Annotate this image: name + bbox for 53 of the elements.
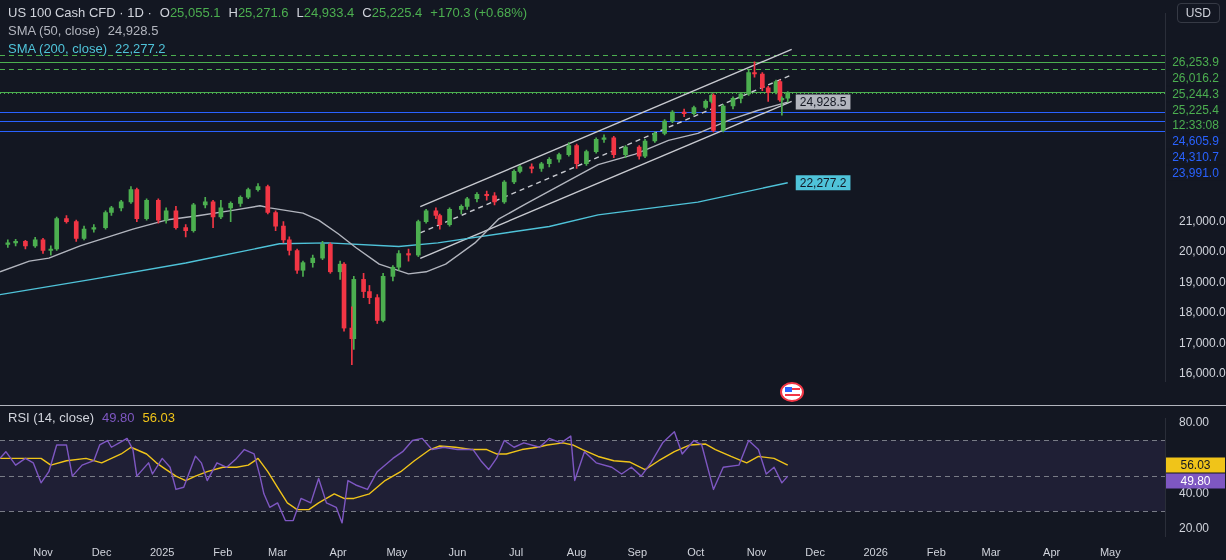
y-axis-title: USD <box>1176 3 1220 23</box>
x-tick-label: May <box>1099 545 1122 558</box>
x-tick-label: Feb <box>213 545 233 558</box>
ref-line-label: 26,016.2 <box>1172 70 1220 85</box>
data-label: 24,928.5 <box>799 94 847 109</box>
text: SMA (50, close) <box>8 23 100 38</box>
x-tick-label: May <box>386 545 408 558</box>
x-tick-label: Sep <box>627 545 648 558</box>
ref-line-label: 24,310.7 <box>1172 149 1220 164</box>
annotation: +170.3 (+0.68%) <box>430 5 528 20</box>
x-tick-label: Jun <box>448 545 467 558</box>
data-label: 22,277.2 <box>799 175 847 190</box>
x-tick-label: Aug <box>566 545 587 558</box>
chart-title: US 100 Cash CFD · 1D · <box>8 5 152 20</box>
x-tick-label: Mar <box>268 545 288 558</box>
y-tick-label: 16,000.0 <box>1179 366 1226 381</box>
annotation: 56.03 <box>142 410 176 425</box>
x-tick-label: Nov <box>33 545 54 558</box>
y-tick-label: 18,000.0 <box>1179 305 1226 320</box>
text: 22,277.2 <box>115 41 166 56</box>
annotation: H25,271.6 <box>228 5 289 20</box>
x-tick-label: 2026 <box>863 545 888 558</box>
y-tick-label: 17,000.0 <box>1179 335 1226 350</box>
text: SMA (200, close) <box>8 41 107 56</box>
y-tick-label: 20,000.0 <box>1179 244 1226 259</box>
annotation: O25,055.1 <box>159 5 221 20</box>
y-tick-label: 20.00 <box>1179 521 1210 536</box>
x-tick-label: Dec <box>91 545 112 558</box>
text: 24,928.5 <box>107 23 159 38</box>
x-tick-label: Nov <box>746 545 767 558</box>
x-tick-label: Oct <box>687 545 705 558</box>
x-tick-label: Apr <box>1043 545 1061 558</box>
ref-line-label: 25,225.4 12:33:08 <box>1172 102 1220 132</box>
chart-title: RSI (14, close) <box>8 410 94 425</box>
x-tick-label: Apr <box>329 545 348 558</box>
x-tick-label: Jul <box>509 545 524 558</box>
x-tick-label: Mar <box>981 545 1001 558</box>
ref-line-label: 24,605.9 <box>1172 133 1220 148</box>
annotation: C25,225.4 <box>362 5 423 20</box>
ref-line-label: 25,244.3 <box>1172 86 1220 101</box>
annotation: 49.80 <box>101 410 135 425</box>
x-tick-label: Dec <box>805 545 826 558</box>
y-tick-label: 80.00 <box>1179 414 1210 429</box>
x-tick-label: 2025 <box>150 545 175 558</box>
ref-line-label: 23,991.0 <box>1172 165 1220 180</box>
annotation: L24,933.4 <box>296 5 355 20</box>
y-tick-label: 40.00 <box>1179 485 1210 500</box>
text: 56.03 <box>1180 457 1211 472</box>
y-tick-label: 19,000.0 <box>1179 274 1226 289</box>
y-tick-label: 21,000.0 <box>1179 213 1226 228</box>
text: 49.80 <box>1180 473 1211 488</box>
ref-line-label: 26,253.9 <box>1172 54 1220 69</box>
x-tick-label: Feb <box>926 545 946 558</box>
